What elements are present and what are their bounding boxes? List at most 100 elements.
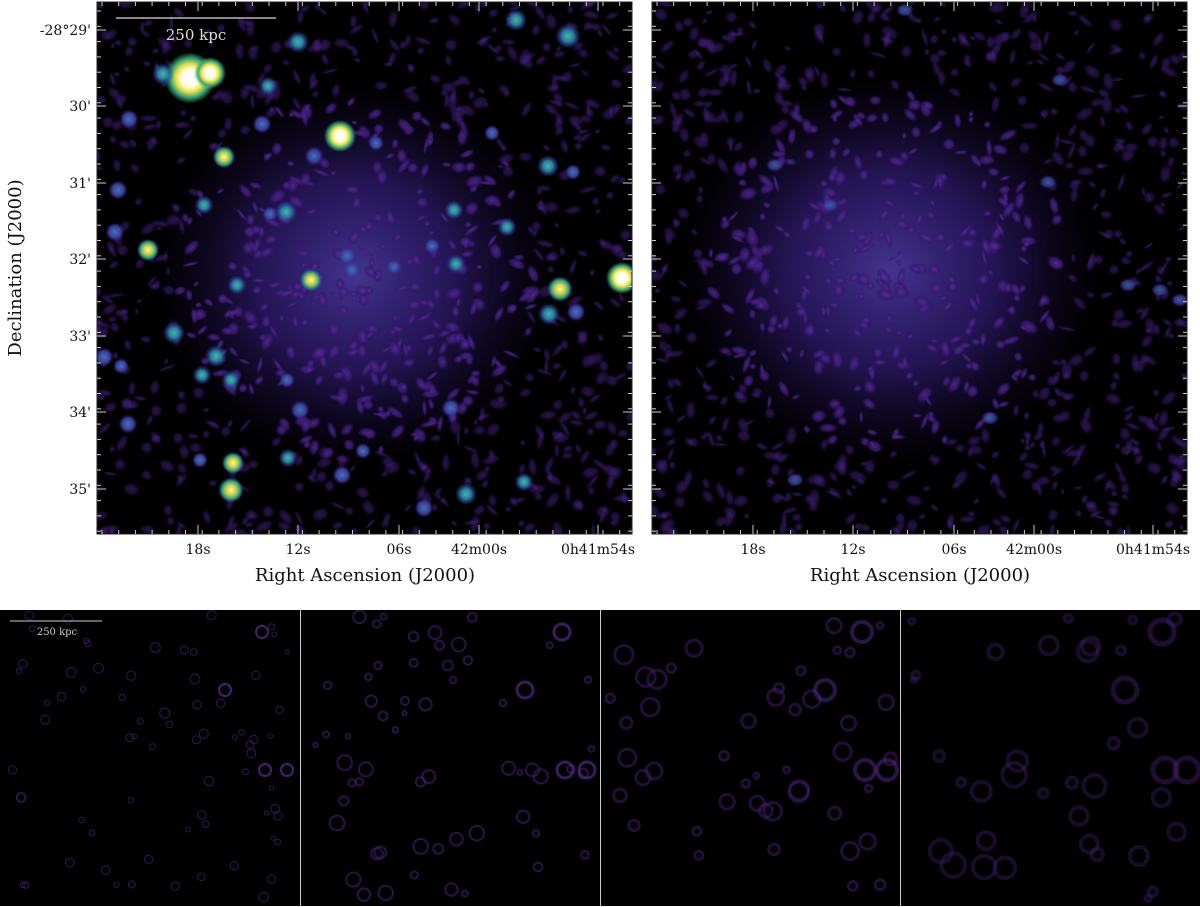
ring — [357, 761, 374, 778]
scale-bar-label: 250 kpc — [37, 627, 78, 638]
noise-blob — [438, 341, 449, 356]
noise-blob — [309, 345, 329, 361]
x-axis-label: Right Ascension (J2000) — [255, 565, 475, 586]
noise-blob — [941, 300, 954, 313]
ring — [584, 675, 593, 684]
noise-blob — [862, 379, 877, 395]
noise-blob — [559, 137, 570, 155]
noise-blob — [928, 51, 942, 66]
noise-blob — [990, 450, 1001, 460]
noise-blob — [320, 67, 340, 75]
noise-blob — [990, 472, 1001, 484]
noise-blob — [368, 369, 381, 388]
ring — [863, 783, 874, 794]
noise-blob — [1098, 291, 1115, 299]
noise-blob — [396, 117, 414, 134]
noise-blob — [743, 286, 757, 306]
noise-blob — [742, 374, 755, 388]
noise-blob — [99, 524, 122, 534]
noise-blob — [901, 131, 907, 140]
noise-blob — [722, 505, 738, 520]
noise-blob — [447, 104, 469, 119]
noise-blob — [1107, 47, 1124, 56]
noise-blob — [427, 17, 441, 24]
noise-blob — [849, 68, 857, 80]
noise-blob — [828, 147, 838, 161]
ring — [468, 824, 486, 842]
noise-blob — [948, 87, 962, 98]
noise-blob — [570, 119, 585, 135]
noise-blob — [956, 32, 973, 49]
ring — [524, 762, 540, 778]
noise-blob — [206, 332, 222, 342]
noise-blob — [219, 326, 235, 336]
source — [565, 164, 581, 180]
noise-blob — [991, 315, 1007, 330]
ring — [1000, 760, 1029, 789]
noise-blob — [1166, 155, 1176, 168]
noise-blob — [1068, 179, 1081, 192]
ring — [1005, 749, 1030, 773]
noise-blob — [652, 113, 666, 127]
ring — [1127, 844, 1150, 868]
noise-blob — [108, 260, 119, 270]
noise-blob — [331, 521, 344, 531]
ring — [131, 733, 138, 740]
noise-blob — [672, 116, 685, 129]
source — [262, 206, 278, 222]
noise-blob — [271, 141, 283, 156]
noise-blob — [127, 137, 138, 149]
noise-blob — [808, 124, 820, 134]
noise-blob — [1001, 335, 1022, 346]
noise-blob — [883, 325, 893, 334]
noise-blob — [770, 149, 788, 159]
noise-blob — [351, 48, 360, 58]
noise-blob — [371, 26, 380, 46]
noise-blob — [696, 86, 710, 99]
noise-blob — [517, 291, 534, 303]
noise-blob — [246, 45, 259, 62]
noise-blob — [1138, 305, 1151, 322]
source — [97, 347, 114, 367]
noise-blob — [1088, 513, 1108, 521]
noise-blob — [420, 162, 430, 179]
noise-blob — [326, 342, 342, 361]
ring — [18, 659, 28, 669]
noise-blob — [306, 473, 318, 484]
noise-blob — [1050, 466, 1064, 478]
noise-blob — [305, 42, 327, 54]
noise-blob — [681, 16, 695, 28]
noise-blob — [1163, 125, 1170, 135]
residual — [1151, 283, 1169, 297]
noise-blob — [672, 306, 689, 321]
noise-blob — [247, 239, 259, 255]
noise-blob — [759, 321, 766, 333]
noise-blob — [1039, 110, 1047, 120]
noise-blob — [587, 486, 596, 496]
noise-blob — [256, 356, 264, 374]
noise-blob — [671, 217, 679, 230]
noise-blob — [432, 263, 442, 278]
noise-blob — [186, 216, 194, 226]
noise-blob — [656, 459, 670, 476]
noise-blob — [371, 160, 383, 175]
x-tick-label: 42m00s — [1006, 542, 1062, 558]
noise-blob — [149, 219, 172, 228]
noise-blob — [1153, 411, 1160, 423]
noise-blob — [682, 149, 692, 159]
noise-blob — [165, 266, 171, 276]
noise-blob — [656, 2, 676, 8]
noise-blob — [519, 54, 534, 71]
noise-blob — [238, 417, 253, 434]
noise-blob — [1118, 426, 1132, 442]
noise-blob — [1143, 421, 1162, 433]
noise-blob — [783, 82, 793, 91]
noise-blob — [983, 120, 991, 129]
noise-blob — [1083, 64, 1102, 80]
noise-blob — [692, 100, 707, 108]
ring — [1075, 639, 1100, 664]
noise-blob — [624, 359, 632, 373]
noise-blob — [586, 427, 595, 437]
ring — [242, 768, 249, 776]
ring — [850, 620, 874, 644]
